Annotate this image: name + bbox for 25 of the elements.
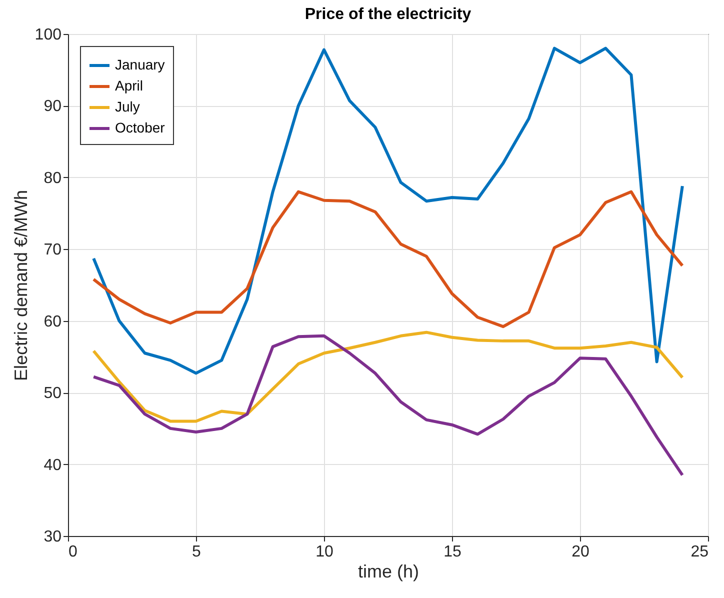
chart-title: Price of the electricity (304, 6, 472, 23)
line-series (92, 46, 684, 375)
y-tick-label: 30 (44, 528, 62, 546)
legend-label: July (115, 98, 140, 114)
x-tick-label: 25 (690, 544, 709, 560)
y-tick-label: 80 (44, 170, 62, 187)
legend-label: January (115, 56, 165, 72)
y-tick-label: 60 (44, 313, 62, 330)
line-series (92, 334, 684, 477)
y-tick-label: 100 (34, 26, 62, 44)
x-tick-label: 5 (192, 544, 202, 560)
y-axis-title: Electric demand €/MWh (10, 190, 31, 382)
x-axis-title: time (h) (358, 562, 420, 582)
y-tick-label: 50 (44, 385, 62, 402)
line-series (92, 330, 684, 423)
y-tick-label: 40 (44, 456, 62, 474)
y-tick-label: 90 (44, 98, 62, 116)
x-tick-label: 20 (572, 544, 590, 560)
x-tick-label: 10 (316, 544, 334, 560)
x-tick-label: 0 (68, 544, 78, 560)
legend-label: October (115, 120, 166, 136)
y-tick-label: 70 (44, 242, 62, 259)
line-series (92, 190, 684, 328)
x-tick-label: 15 (444, 544, 462, 560)
legend-label: April (115, 78, 144, 94)
